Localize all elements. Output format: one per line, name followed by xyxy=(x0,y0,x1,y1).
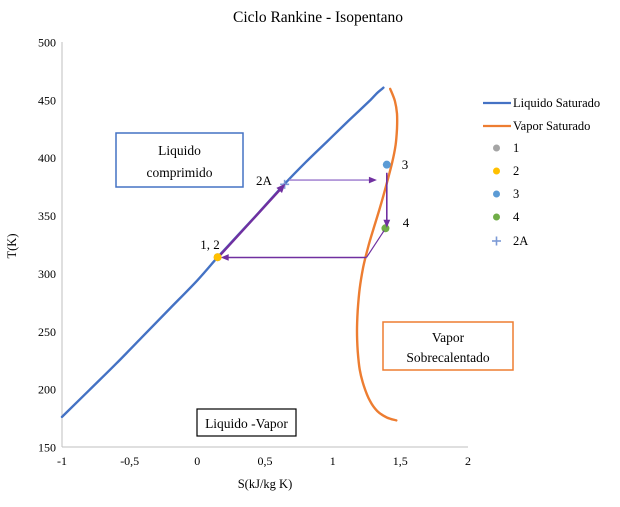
x-tick: 1,5 xyxy=(393,454,408,468)
legend-label: 4 xyxy=(513,210,520,224)
y-tick: 300 xyxy=(38,267,56,281)
legend-item-point-4: 4 xyxy=(493,210,520,224)
arrowhead-condensation-to-1-2 xyxy=(220,254,229,261)
region-boxes: Liquido comprimido Vapor Sobrecalentado … xyxy=(115,132,514,437)
legend-label: Liquido Saturado xyxy=(513,96,600,110)
legend-item-vapor-saturado: Vapor Saturado xyxy=(483,119,590,133)
legend-dot-icon xyxy=(493,213,500,221)
y-tick: 350 xyxy=(38,209,56,223)
legend-label: Vapor Saturado xyxy=(513,119,590,133)
legend-item-point-1: 1 xyxy=(493,141,519,155)
x-tick: 0 xyxy=(194,454,200,468)
y-tick: 200 xyxy=(38,383,56,397)
y-tick-labels: 500 450 400 350 300 250 200 150 xyxy=(38,36,56,455)
axes xyxy=(61,42,468,448)
point-marker-3 xyxy=(382,160,391,169)
y-tick: 400 xyxy=(38,151,56,165)
y-tick: 150 xyxy=(38,441,56,455)
x-tick: -1 xyxy=(57,454,67,468)
point-marker-2 xyxy=(213,253,222,262)
legend-item-point-2A: 2A xyxy=(492,234,528,248)
chart-title: Ciclo Rankine - Isopentano xyxy=(233,9,403,26)
compressed-liquid-label-line1: Liquido xyxy=(158,143,201,158)
point-annotations: 1, 2 2A 3 4 xyxy=(200,157,410,252)
x-tick: -0,5 xyxy=(120,454,139,468)
y-axis-label: T(K) xyxy=(5,234,19,259)
legend-dot-icon xyxy=(493,167,500,175)
compressed-liquid-box xyxy=(115,132,244,188)
compressed-liquid-label-line2: comprimido xyxy=(147,165,213,180)
vapor-saturado-curve xyxy=(355,87,399,422)
cycle-arrow-desuperheat-4-to-line xyxy=(365,230,385,258)
y-tick: 450 xyxy=(38,93,56,107)
x-tick: 2 xyxy=(465,454,471,468)
liquid-vapor-box xyxy=(196,408,297,437)
legend-label: 3 xyxy=(513,187,519,201)
legend: Liquido Saturado Vapor Saturado 1 2 3 4 xyxy=(483,96,600,248)
superheated-vapor-label-line1: Vapor xyxy=(432,330,465,345)
plot-series-group xyxy=(60,86,399,422)
legend-label: 1 xyxy=(513,141,519,155)
x-axis-label: S(kJ/kg K) xyxy=(238,477,293,491)
point-marker-4 xyxy=(381,224,390,233)
legend-dot-icon xyxy=(493,144,500,152)
x-tick: 1 xyxy=(330,454,336,468)
liquid-vapor-label: Liquido -Vapor xyxy=(205,416,288,431)
legend-item-point-3: 3 xyxy=(493,187,519,201)
annotation-state-1-2: 1, 2 xyxy=(200,237,220,252)
x-tick: 0,5 xyxy=(258,454,273,468)
x-tick-labels: -1 -0,5 0 0,5 1 1,5 2 xyxy=(57,454,471,468)
cycle-arrow-pump-heating-1-2-to-2A xyxy=(219,185,285,256)
superheated-vapor-label-line2: Sobrecalentado xyxy=(406,350,489,365)
y-tick: 500 xyxy=(38,36,56,50)
legend-item-liquido-saturado: Liquido Saturado xyxy=(483,96,600,110)
legend-plus-icon xyxy=(492,236,501,246)
arrowhead-turbine-3-to-4 xyxy=(383,219,391,228)
arrowhead-evaporation-2A-to-3 xyxy=(368,176,377,184)
legend-dot-icon xyxy=(493,190,500,198)
legend-label: 2A xyxy=(513,234,528,248)
annotation-state-3: 3 xyxy=(402,157,409,172)
annotation-state-2A: 2A xyxy=(256,173,273,188)
superheated-vapor-box xyxy=(382,321,514,371)
legend-label: 2 xyxy=(513,164,519,178)
annotation-state-4: 4 xyxy=(403,215,410,230)
arrowhead-pump-heating-1-2-to-2A xyxy=(276,183,286,193)
legend-item-point-2: 2 xyxy=(493,164,519,178)
y-tick: 250 xyxy=(38,325,56,339)
